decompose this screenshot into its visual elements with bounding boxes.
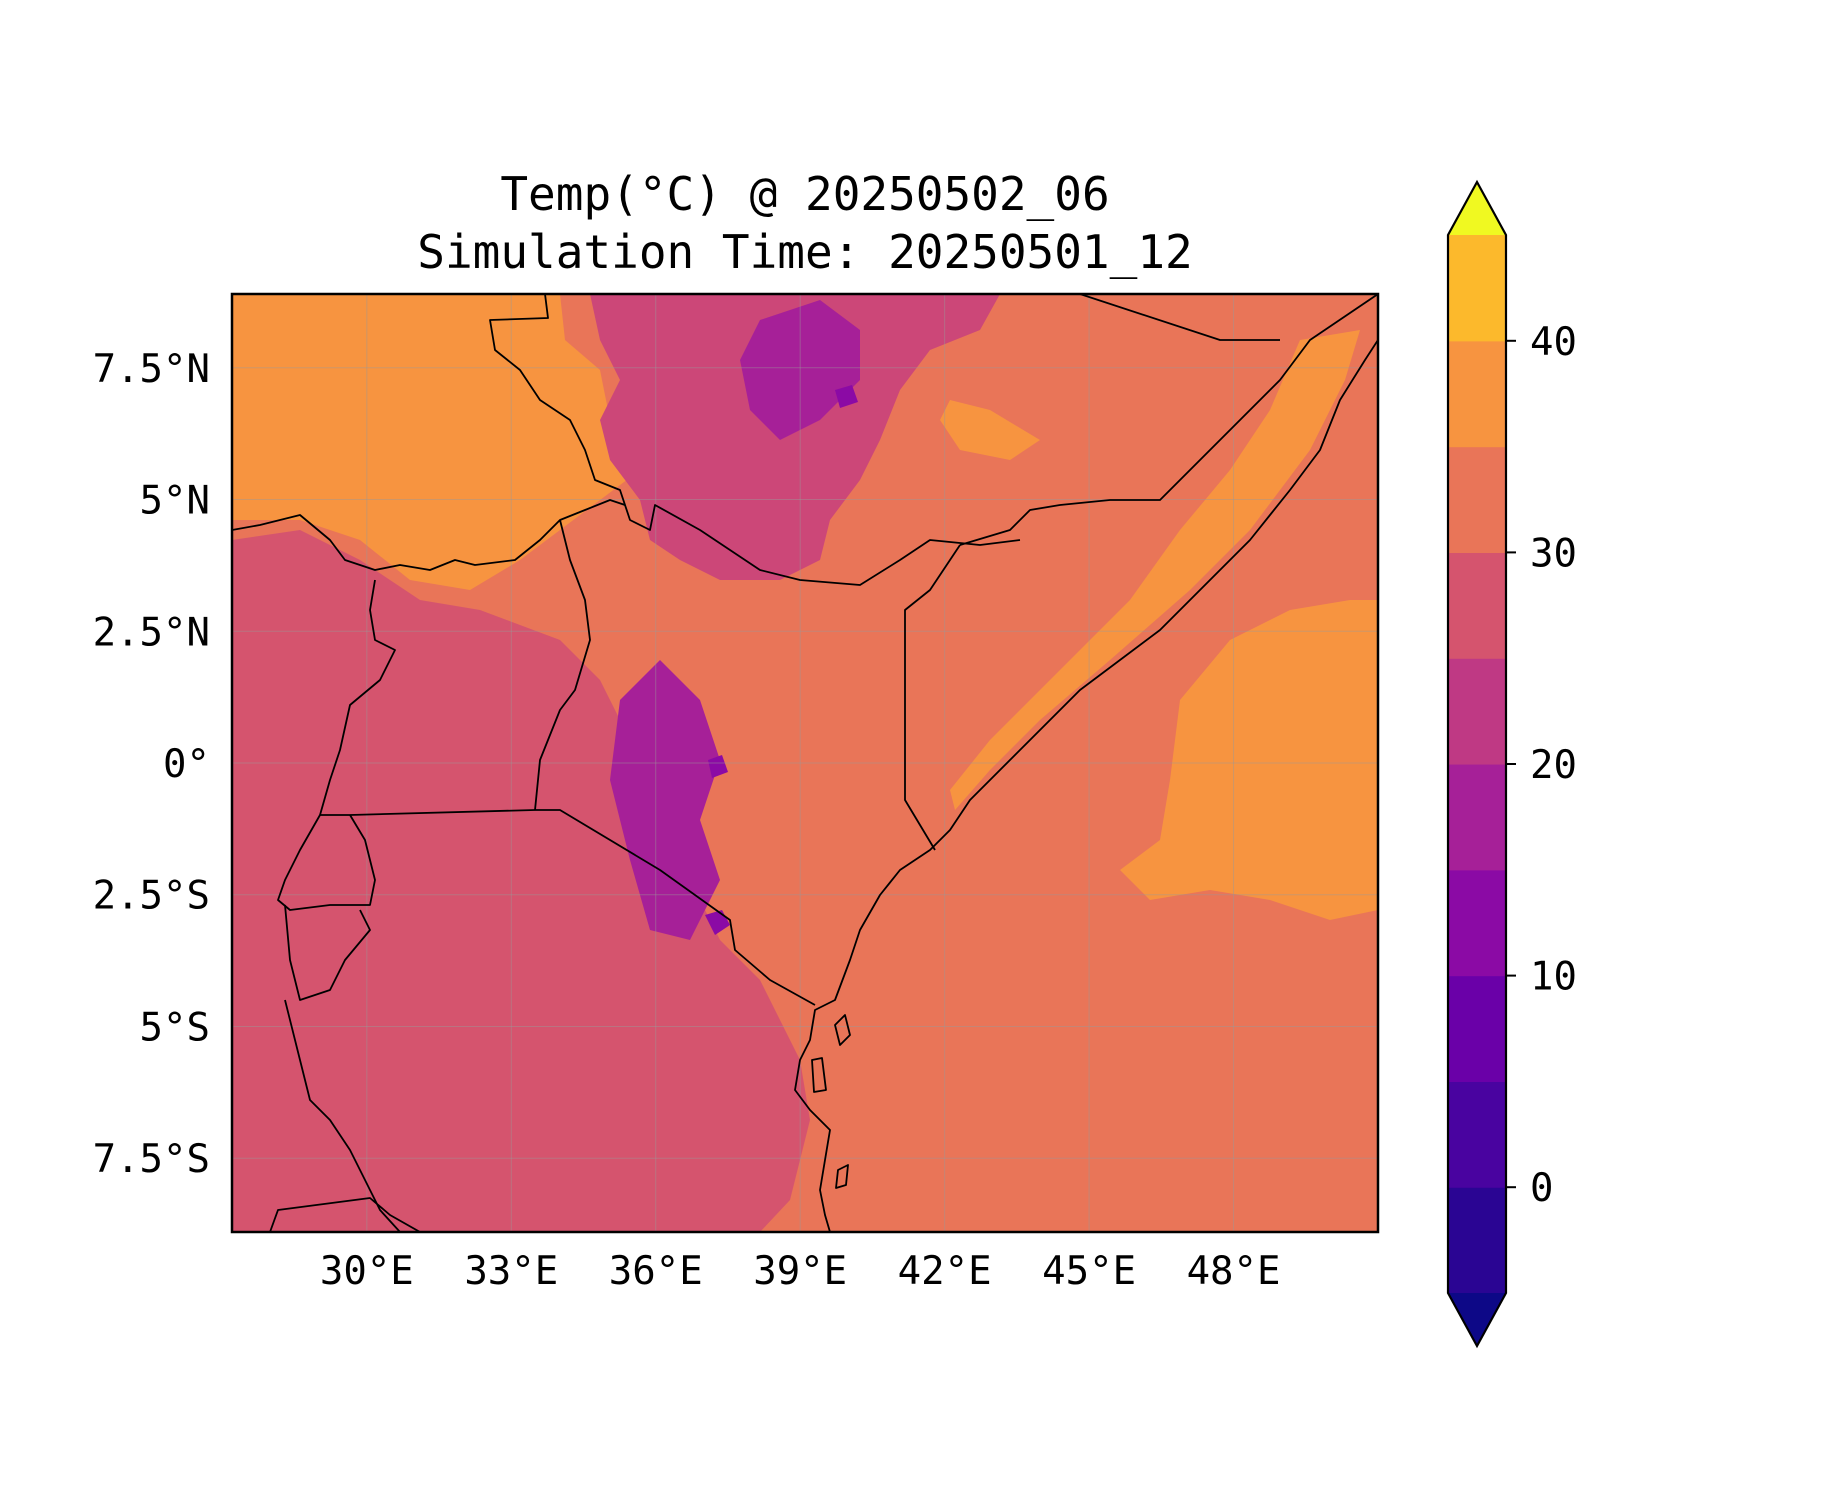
border-kenya-tanzania [535,809,816,1006]
border-kenya-somalia [904,544,961,851]
cold-spot-mount-kenya [708,755,728,778]
colorbar-tick-label: 40 [1530,320,1577,365]
mafia-island [835,1164,849,1189]
longitude-tick-label: 39°E [753,1249,847,1294]
colorbar-segment [1448,764,1506,871]
chart-subtitle: Simulation Time: 20250501_12 [417,225,1192,279]
cool-region-western-rift [232,1000,300,1232]
chart-title: Temp(°C) @ 20250502_06 [500,167,1109,221]
latitude-tick-label: 2.5°N [93,610,210,655]
cool-region-rift-highlands [610,660,720,940]
latitude-tick-label: 0° [163,742,210,787]
border-burundi-tanzania [284,904,371,1001]
longitude-tick-label: 36°E [609,1249,703,1294]
map-gridlines [232,294,1378,1232]
longitude-tick-label: 30°E [320,1249,414,1294]
colorbar-segment [1448,1081,1506,1188]
colorbar-tick-label: 0 [1530,1166,1553,1211]
border-uganda-tanzania [349,809,536,816]
latitude-tick-label: 7.5°N [93,347,210,392]
latitude-tick-label: 5°S [140,1005,210,1050]
border-rwanda-burundi [277,814,376,911]
colorbar-segment [1448,975,1506,1082]
colorbar-outline [1446,179,1508,1349]
coastline-east-africa [794,339,1378,1232]
latitude-tick-label: 7.5°S [93,1137,210,1182]
colorbar-segment [1448,658,1506,765]
warm-region-northwest [232,294,640,590]
border-tanzania-zambia [269,1197,421,1232]
longitude-tick-label: 48°E [1187,1249,1281,1294]
latitude-tick-label: 2.5°S [93,874,210,919]
border-drc-uganda [319,579,396,816]
map-plot-area: 30°E 33°E 36°E 39°E 42°E 45°E 48°E 7.5°N 5°N 2.5… [93,292,1380,1294]
latitude-tick-label: 5°N [140,479,210,524]
colorbar-segment [1448,446,1506,553]
colorbar-tick-label: 30 [1530,531,1577,576]
colorbar-segment [1448,1187,1506,1294]
colorbar-segment [1448,869,1506,977]
latitude-axis: 7.5°N 5°N 2.5°N 0° 2.5°S 5°S 7.5°S [93,347,210,1182]
longitude-axis: 30°E 33°E 36°E 39°E 42°E 45°E 48°E [320,1249,1281,1294]
warm-region-somali-coast [950,330,1360,810]
colorbar-tick-label: 10 [1530,955,1577,1000]
border-somalia-northeast [1079,294,1280,341]
warm-region-indian-ocean [1120,600,1378,920]
cool-region-ethiopian-highlands [590,294,1000,580]
country-borders [232,294,1378,1232]
longitude-tick-label: 33°E [464,1249,558,1294]
longitude-tick-label: 45°E [1042,1249,1136,1294]
colorbar: 0 10 20 30 40 [1446,179,1577,1349]
cold-spot-ethiopian-peak [835,385,858,408]
colorbar-under-extension [1448,1293,1506,1346]
longitude-tick-label: 42°E [898,1249,992,1294]
colorbar-tick-label: 20 [1530,743,1577,788]
colorbar-over-extension [1448,182,1506,235]
colorbar-segment [1448,340,1506,448]
border-uganda-kenya [534,519,591,811]
border-south-sudan-uganda [232,499,626,571]
colorbar-segment [1448,235,1506,342]
map-frame [230,292,1380,1234]
cool-region-great-lakes-tanzania [232,530,810,1232]
warm-region-ogaden [940,400,1040,460]
colorbar-segment [1448,552,1506,659]
pemba-island [811,1057,827,1093]
cool-region-ethiopian-core [740,300,860,440]
zanzibar-island [834,1014,851,1046]
border-ethiopia-somalia [959,294,1378,546]
border-south-sudan-ethiopia [489,294,1021,586]
